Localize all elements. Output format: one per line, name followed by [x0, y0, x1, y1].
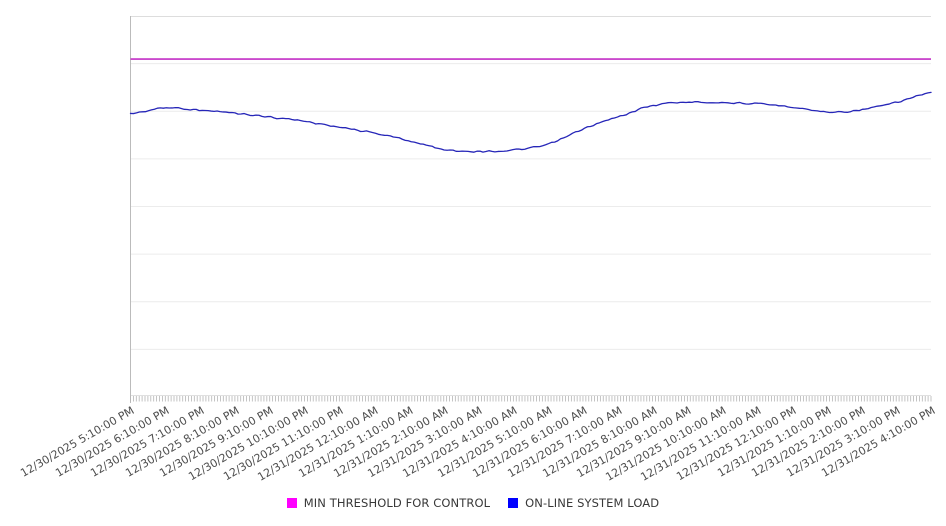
x-axis-minor-ticks	[130, 396, 932, 402]
legend-swatch-blue-icon	[508, 498, 519, 508]
legend-item-min-threshold[interactable]: MIN THRESHOLD FOR CONTROL	[286, 496, 491, 510]
legend-item-online-system-load[interactable]: ON-LINE SYSTEM LOAD	[508, 496, 659, 510]
legend-swatch-magenta-icon	[286, 498, 297, 508]
legend: MIN THRESHOLD FOR CONTROL ON-LINE SYSTEM…	[0, 496, 946, 510]
legend-label-online-system-load: ON-LINE SYSTEM LOAD	[525, 496, 660, 510]
legend-label-min-threshold: MIN THRESHOLD FOR CONTROL	[303, 496, 491, 510]
online-system-load-line	[129, 91, 932, 153]
